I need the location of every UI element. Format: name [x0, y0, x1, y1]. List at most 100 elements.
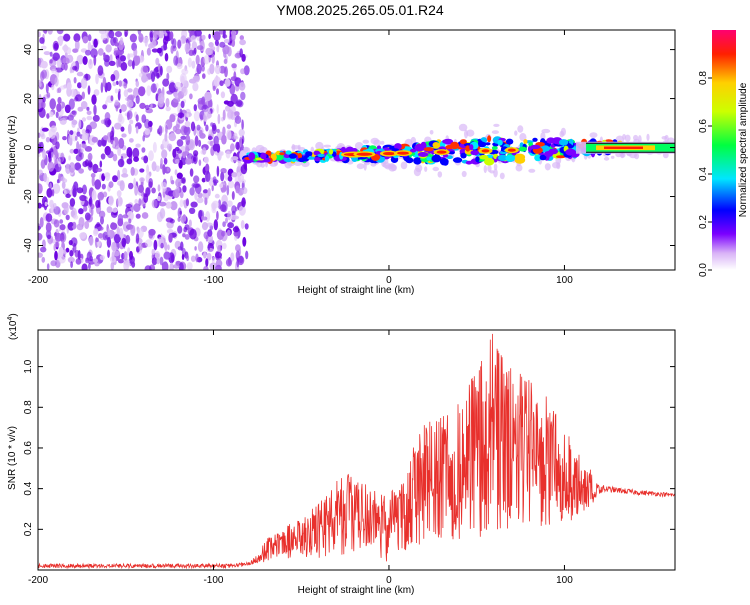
noise-blob	[87, 152, 93, 161]
noise-blob	[157, 195, 161, 202]
noise-blob	[106, 81, 112, 92]
noise-blob	[90, 173, 96, 178]
band-blob	[317, 153, 325, 158]
noise-blob	[135, 80, 140, 88]
noise-blob	[150, 83, 158, 94]
noise-blob	[108, 60, 116, 66]
noise-blob	[213, 181, 217, 186]
noise-blob	[186, 254, 190, 262]
noise-blob	[146, 85, 151, 97]
noise-blob	[102, 104, 107, 110]
noise-blob	[144, 118, 150, 129]
noise-blob	[203, 156, 209, 164]
noise-blob	[118, 80, 123, 87]
noise-blob	[143, 155, 149, 164]
noise-blob	[96, 222, 101, 228]
noise-blob	[227, 175, 233, 182]
noise-blob	[222, 30, 226, 39]
noise-blob	[162, 164, 166, 175]
noise-blob	[120, 126, 125, 132]
noise-blob	[86, 106, 90, 111]
noise-blob	[196, 63, 202, 75]
noise-blob	[72, 110, 77, 116]
noise-blob	[62, 57, 70, 65]
band-halo	[603, 156, 610, 161]
noise-blob	[86, 110, 92, 116]
noise-blob	[97, 226, 104, 231]
noise-blob	[177, 39, 182, 49]
band-halo	[487, 164, 492, 172]
noise-blob	[158, 125, 163, 136]
noise-blob	[194, 30, 202, 37]
noise-blob	[106, 236, 112, 248]
noise-blob	[177, 207, 182, 219]
colorbar-tick-label: 0.2	[698, 215, 709, 229]
noise-blob	[190, 201, 198, 208]
noise-blob	[238, 82, 246, 91]
noise-blob	[141, 74, 148, 83]
noise-blob	[219, 80, 224, 87]
noise-blob	[207, 187, 211, 197]
noise-blob	[213, 219, 218, 231]
noise-blob	[42, 239, 46, 249]
noise-blob	[76, 131, 81, 137]
noise-blob	[123, 251, 128, 261]
noise-blob	[116, 190, 122, 198]
noise-blob	[43, 172, 48, 183]
noise-blob	[112, 175, 118, 183]
noise-blob	[54, 250, 58, 261]
noise-blob	[237, 162, 243, 167]
band-halo	[493, 123, 500, 127]
noise-blob	[208, 42, 214, 48]
noise-blob	[194, 192, 198, 201]
y-tick-label: 0.8	[23, 400, 34, 414]
noise-blob	[186, 262, 193, 270]
noise-blob	[227, 210, 232, 221]
noise-blob	[223, 49, 227, 58]
noise-blob	[46, 176, 50, 186]
noise-blob	[235, 141, 240, 150]
noise-blob	[105, 44, 112, 53]
noise-blob	[46, 188, 53, 198]
noise-blob	[180, 241, 184, 251]
x-tick-label: 100	[556, 575, 573, 586]
noise-blob	[81, 133, 88, 142]
band-blob	[328, 149, 334, 155]
noise-blob	[59, 85, 66, 90]
noise-blob	[38, 81, 42, 88]
noise-blob	[118, 259, 124, 264]
noise-blob	[72, 61, 76, 68]
noise-blob	[100, 216, 104, 225]
noise-blob	[146, 164, 150, 176]
noise-blob	[50, 260, 57, 267]
noise-blob	[189, 168, 194, 177]
noise-blob	[222, 126, 226, 137]
band-blob	[420, 141, 427, 150]
noise-blob	[161, 181, 167, 193]
noise-blob	[166, 229, 174, 234]
noise-blob	[45, 136, 51, 143]
band-halo	[400, 161, 408, 170]
noise-blob	[207, 135, 213, 141]
noise-blob	[217, 245, 222, 253]
noise-blob	[49, 148, 54, 153]
band-blob	[491, 145, 498, 150]
band-halo	[483, 165, 487, 174]
noise-blob	[53, 202, 57, 210]
noise-blob	[38, 143, 42, 154]
noise-blob	[176, 139, 184, 147]
noise-blob	[107, 227, 111, 239]
noise-blob	[70, 261, 73, 268]
noise-blob	[217, 113, 221, 125]
snr-y-ticks: 0.2 0.4 0.6 0.8 1.0	[23, 359, 675, 536]
band-blob	[431, 154, 442, 163]
noise-blob	[233, 230, 239, 237]
noise-blob	[56, 58, 63, 69]
snr-xlabel: Height of straight line (km)	[298, 585, 415, 596]
noise-blob	[126, 110, 133, 120]
band-halo	[424, 166, 428, 172]
band-blob	[432, 142, 440, 148]
noise-blob	[87, 85, 91, 95]
band-halo	[517, 125, 524, 133]
noise-blob	[85, 129, 90, 134]
